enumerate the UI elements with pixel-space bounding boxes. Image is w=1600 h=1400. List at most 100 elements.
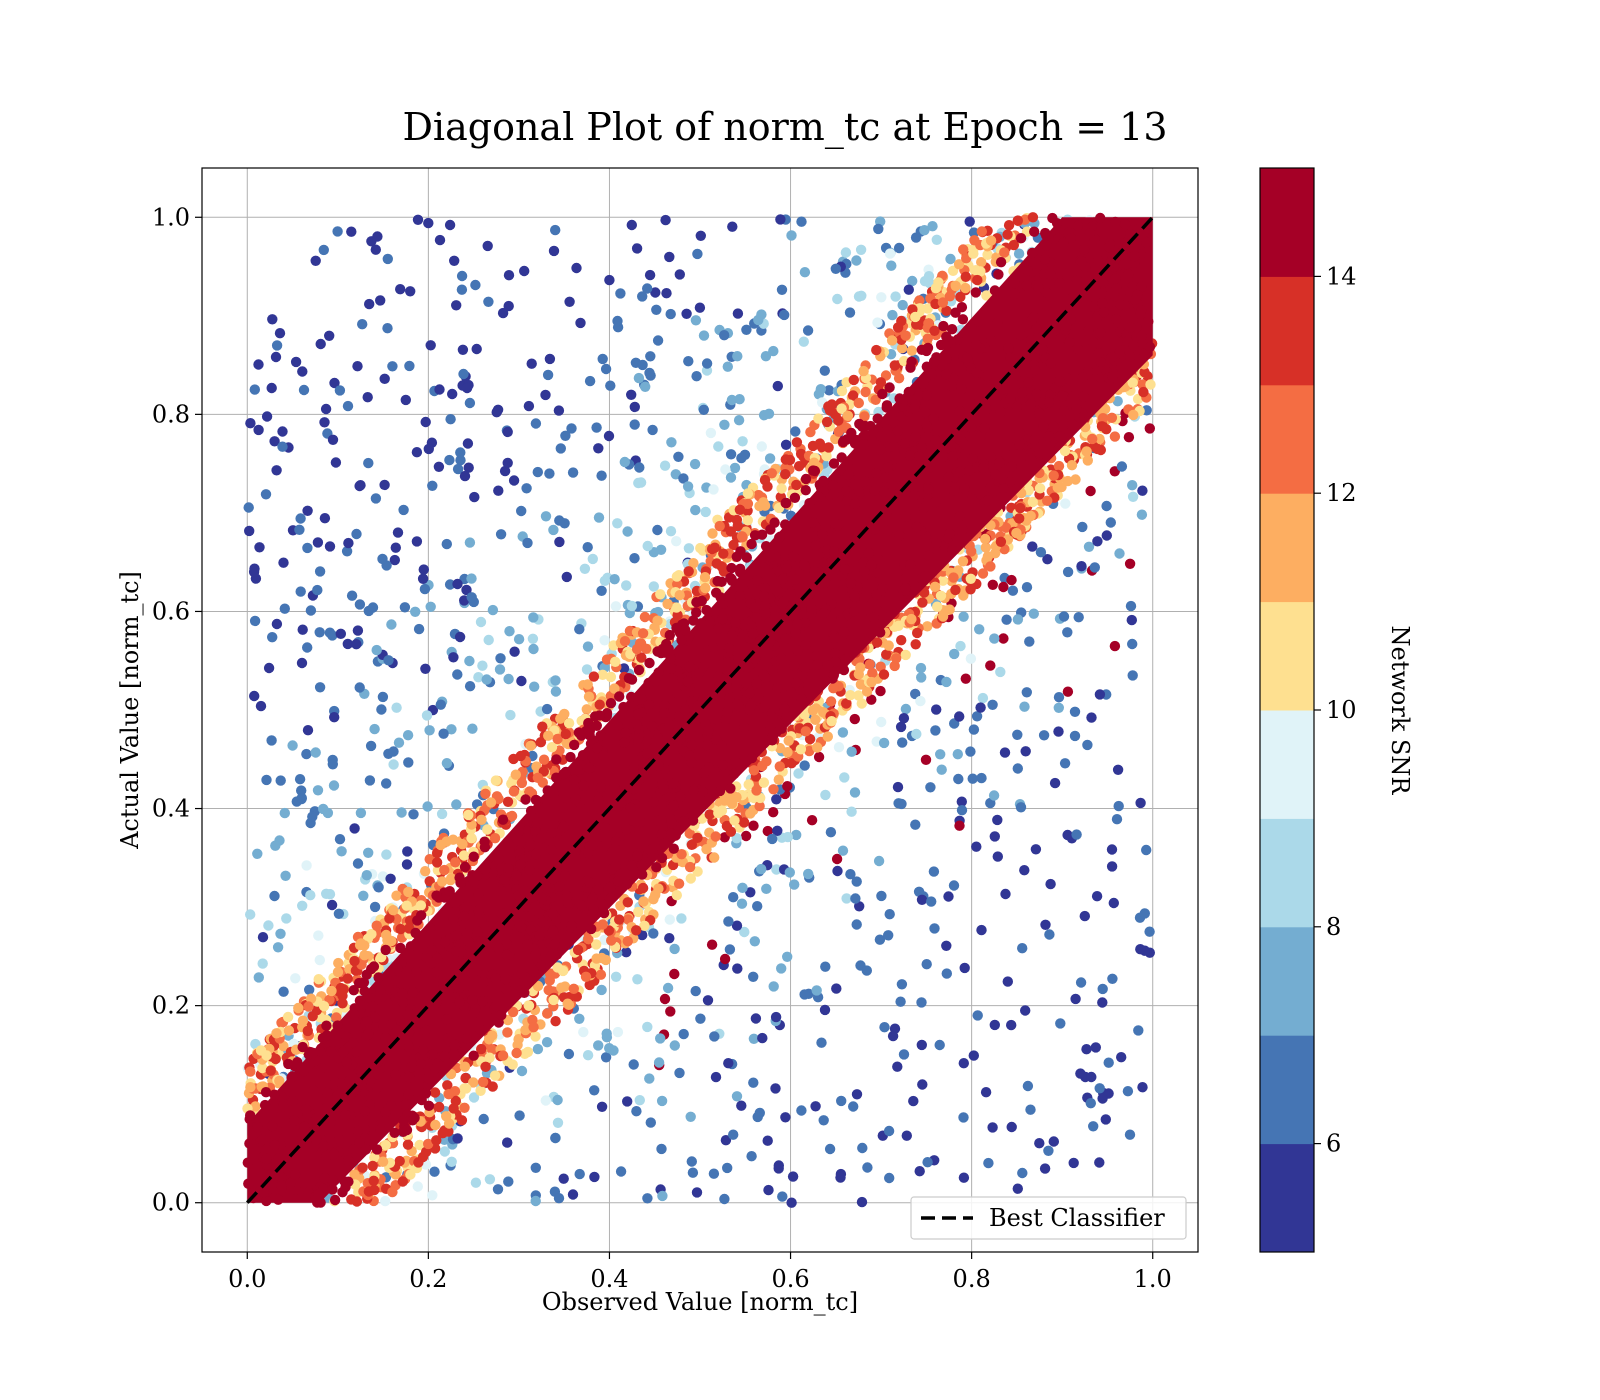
scatter-point xyxy=(746,538,757,550)
scatter-point xyxy=(1052,482,1064,493)
scatter-point xyxy=(958,611,969,622)
scatter-point xyxy=(871,637,883,648)
scatter-point xyxy=(502,837,514,849)
scatter-point xyxy=(1133,1025,1144,1036)
scatter-point xyxy=(787,1171,799,1182)
scatter-point xyxy=(828,458,840,469)
scatter-point xyxy=(819,365,830,376)
scatter-point xyxy=(829,632,840,644)
scatter-point xyxy=(1043,1145,1054,1157)
scatter-point xyxy=(520,1024,531,1036)
scatter-point xyxy=(609,683,620,694)
scatter-point xyxy=(373,972,384,983)
scatter-point xyxy=(310,255,321,266)
scatter-point xyxy=(390,1169,401,1180)
scatter-point xyxy=(335,628,346,639)
scatter-point xyxy=(1126,614,1138,626)
scatter-point xyxy=(935,590,947,601)
scatter-point xyxy=(380,1139,391,1151)
scatter-point xyxy=(796,693,807,705)
scatter-point xyxy=(944,291,956,302)
scatter-point xyxy=(806,603,817,614)
scatter-point xyxy=(710,831,721,842)
scatter-point xyxy=(427,1190,438,1201)
scatter-point xyxy=(1095,356,1106,368)
scatter-point xyxy=(965,746,976,757)
scatter-point xyxy=(676,913,687,924)
scatter-point xyxy=(976,226,987,237)
scatter-point xyxy=(1082,739,1093,751)
scatter-point xyxy=(553,1193,565,1204)
scatter-point xyxy=(712,575,723,587)
scatter-point xyxy=(461,1040,472,1052)
scatter-point xyxy=(358,890,369,901)
scatter-point xyxy=(563,931,574,942)
scatter-point xyxy=(1011,527,1022,539)
scatter-point xyxy=(912,627,923,639)
scatter-point xyxy=(260,489,272,500)
scatter-point xyxy=(1109,431,1121,442)
scatter-point xyxy=(258,1187,270,1198)
scatter-point xyxy=(1067,419,1078,430)
scatter-point xyxy=(917,1079,928,1090)
scatter-point xyxy=(987,699,998,710)
x-tick-label: 0.8 xyxy=(953,1265,991,1293)
scatter-point xyxy=(1021,582,1033,593)
scatter-point xyxy=(838,436,849,447)
scatter-point xyxy=(758,410,770,421)
scatter-point xyxy=(1012,614,1024,625)
scatter-point xyxy=(278,986,289,997)
scatter-point xyxy=(369,1012,381,1023)
scatter-point xyxy=(936,764,947,775)
scatter-point xyxy=(535,737,547,748)
scatter-point xyxy=(1071,403,1082,415)
scatter-point xyxy=(641,643,652,654)
scatter-point xyxy=(793,768,804,779)
scatter-point xyxy=(720,1135,732,1146)
scatter-point xyxy=(349,823,360,834)
scatter-point xyxy=(798,560,810,571)
scatter-point xyxy=(674,1067,685,1079)
scatter-point xyxy=(840,247,852,258)
scatter-point xyxy=(727,221,738,232)
scatter-point xyxy=(431,847,443,859)
scatter-point xyxy=(589,1085,600,1096)
scatter-point xyxy=(881,424,893,435)
scatter-point xyxy=(382,323,393,334)
scatter-point xyxy=(435,839,446,851)
scatter-point xyxy=(1024,636,1035,647)
scatter-point xyxy=(553,405,565,416)
scatter-point xyxy=(1129,251,1140,262)
scatter-point xyxy=(1097,983,1108,995)
scatter-point xyxy=(303,1001,314,1012)
scatter-point xyxy=(1044,929,1055,940)
scatter-point xyxy=(1122,1086,1134,1097)
scatter-point xyxy=(568,774,580,786)
scatter-point xyxy=(1013,248,1025,259)
scatter-point xyxy=(786,1197,797,1208)
scatter-point xyxy=(314,627,325,638)
scatter-point xyxy=(511,870,522,881)
scatter-point xyxy=(977,568,989,579)
scatter-point xyxy=(707,642,719,653)
scatter-point xyxy=(652,335,664,346)
scatter-point xyxy=(1031,388,1043,399)
colorbar-band xyxy=(1260,493,1314,603)
scatter-point xyxy=(1093,348,1105,359)
scatter-point xyxy=(744,688,755,699)
scatter-point xyxy=(1092,443,1103,455)
scatter-point xyxy=(260,1087,272,1098)
scatter-point xyxy=(621,823,632,835)
scatter-point xyxy=(310,747,321,758)
scatter-point xyxy=(718,548,729,559)
scatter-point xyxy=(830,648,841,659)
scatter-point xyxy=(1053,702,1065,713)
scatter-point xyxy=(767,665,778,676)
scatter-point xyxy=(314,1045,326,1057)
scatter-point xyxy=(1096,421,1108,432)
scatter-point xyxy=(557,802,569,813)
scatter-point xyxy=(333,908,345,919)
scatter-point xyxy=(253,359,264,370)
scatter-point xyxy=(425,340,436,351)
scatter-point xyxy=(1078,391,1089,402)
